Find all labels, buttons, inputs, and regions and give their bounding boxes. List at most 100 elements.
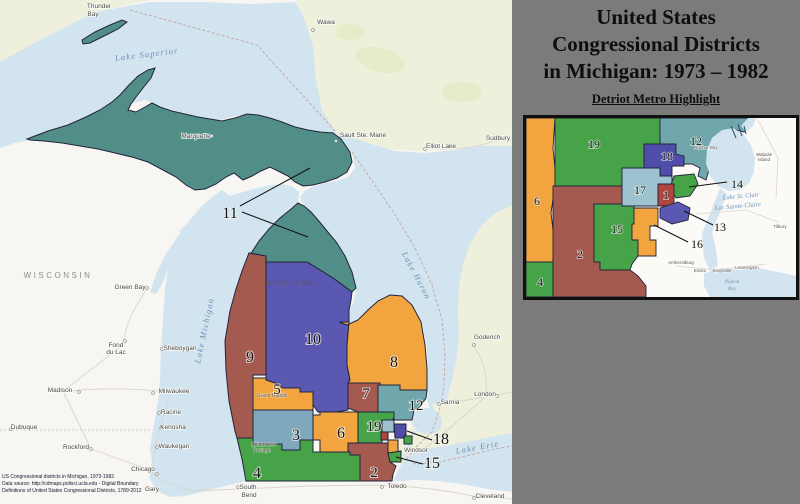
district-8-region [338,294,428,391]
lake-michigan-shape [149,184,299,497]
city-dot [145,487,149,491]
district-8-label: 8 [390,354,398,371]
attribution-line-2: Data source: http://cdmaps.polisci.ucla.… [2,481,139,487]
st-clair-river [426,397,435,413]
state-labels: WISCONSIN MICHIGAN [24,271,313,287]
city-dot [472,343,476,347]
city-dot [89,447,93,451]
sault-ste-marie-label: Sault Ste. Marie [340,132,387,139]
waukegan-label: Waukegan [159,443,190,450]
inset-lake-st-clair [706,128,755,191]
inset-district-16 [631,207,659,257]
district-14-region [403,435,413,445]
sheboygan-label: Sheboygan [164,345,197,352]
sudbury-label: Sudbury [486,135,511,142]
london-label: London [474,391,496,398]
inset-callout-lines [653,181,728,243]
district-3-label: 3 [292,427,300,444]
city-dot [311,28,315,32]
inset-essex-label: Essex [694,268,707,273]
inset-kingsville-label: Kingsville [712,268,732,273]
district-2-label: 2 [370,465,378,481]
inset-district-6-label: 6 [534,194,540,208]
lake-erie-shape [393,433,512,492]
inset-district-regions [526,118,754,297]
title-line-2: Congressional Districts [552,32,760,56]
south-bend-label2: Bend [241,492,257,499]
city-dots [9,28,499,500]
inset-amherstburg-label: Amherstburg [668,260,694,265]
inset-district-4-label: 4 [537,275,543,289]
green-bay-shape [150,190,230,294]
city-dot [155,445,159,449]
district-15-region [387,450,402,463]
city-dot [423,147,427,151]
attribution-line-3: Definitions of United States Congression… [2,488,142,494]
inset-district-13-callout-line [683,210,714,226]
district-4-region [236,437,361,482]
city-dot [160,347,164,351]
portage-label: Portage [253,448,271,454]
callout-lines [239,167,433,465]
district-10-label: 10 [305,331,321,348]
racine-label: Racine [161,409,182,416]
rockford-label: Rockford [63,444,89,451]
title-line-3: in Michigan: 1973 – 1982 [543,59,769,83]
marquette-label: Marquette [181,133,211,140]
inset-district-16-callout-line [653,224,689,243]
international-borders [0,9,513,465]
inset-district-12 [659,118,754,181]
city-dot [159,426,163,430]
inset-pigeon-bay-label: Pigeon [724,280,740,285]
inset-anchor-bay-label: Anchor Bay [694,145,718,150]
lake-st-clair-shape [412,408,442,434]
lake-huron-shape [300,133,512,404]
inset-tilbury-label: Tilbury [773,224,787,229]
inset-district-6 [526,118,557,263]
city-dot [334,139,338,143]
inset-district-14-callout-line [688,181,728,188]
district-6-label: 6 [337,425,345,442]
inset-lake-erie [704,268,796,297]
district-12-label: 12 [409,398,424,414]
city-dot [236,485,240,489]
district-11-upper-peninsula [25,67,353,191]
inset-district-14-callout-label: 14 [731,177,743,191]
madison-label: Madison [48,387,73,394]
inset-district-12-label: 12 [690,134,702,148]
kalamazoo-label: Kalamazoo [251,442,276,448]
title-line-1: United States [596,5,716,29]
inset-detroit-river [702,188,727,270]
district-11-callout-line-up [239,167,311,207]
elliot-lake-label: Elliot Lake [426,143,456,150]
grand-rapids-label: Grand Rapids [257,393,288,399]
attribution-line-1: US Congressional districts in Michigan, … [2,474,115,480]
cleveland-label: Cleveland [476,493,505,500]
inset-leamington-label: Leamington [735,265,759,270]
inset-district-18-label: 18 [661,149,673,163]
map-title: United States Congressional Districts in… [512,4,800,85]
main-map-panel: Lake Superior Lake Michigan Lake Huron Lake… [0,0,513,501]
district-18-callout-label: 18 [433,431,449,448]
detroit-inset-map: Lake St. Clair Lac Sainte-Claire Pigeon Bay… [523,115,799,300]
district-15-callout-line [395,456,424,465]
city-dot [77,390,81,394]
district-1-region [380,431,389,441]
thunder-bay-label: Thunder [87,3,112,10]
fond-du-lac-label2: du Lac [106,349,126,356]
inset-district-15-label: 15 [611,222,623,236]
district-19-label: 19 [367,419,382,435]
district-11-label: 11 [222,205,237,222]
district-18-callout-line [406,430,433,441]
wisconsin-label: WISCONSIN [24,271,93,280]
district-16-region [387,439,399,454]
inset-lac-sainte-claire-label: Lac Sainte-Claire [714,201,762,212]
roads [61,136,513,500]
dubuque-label: Dubuque [11,424,38,431]
inset-district-4 [526,261,554,297]
inset-district-19-label: 19 [588,137,600,151]
district-5-label: 5 [273,382,281,398]
